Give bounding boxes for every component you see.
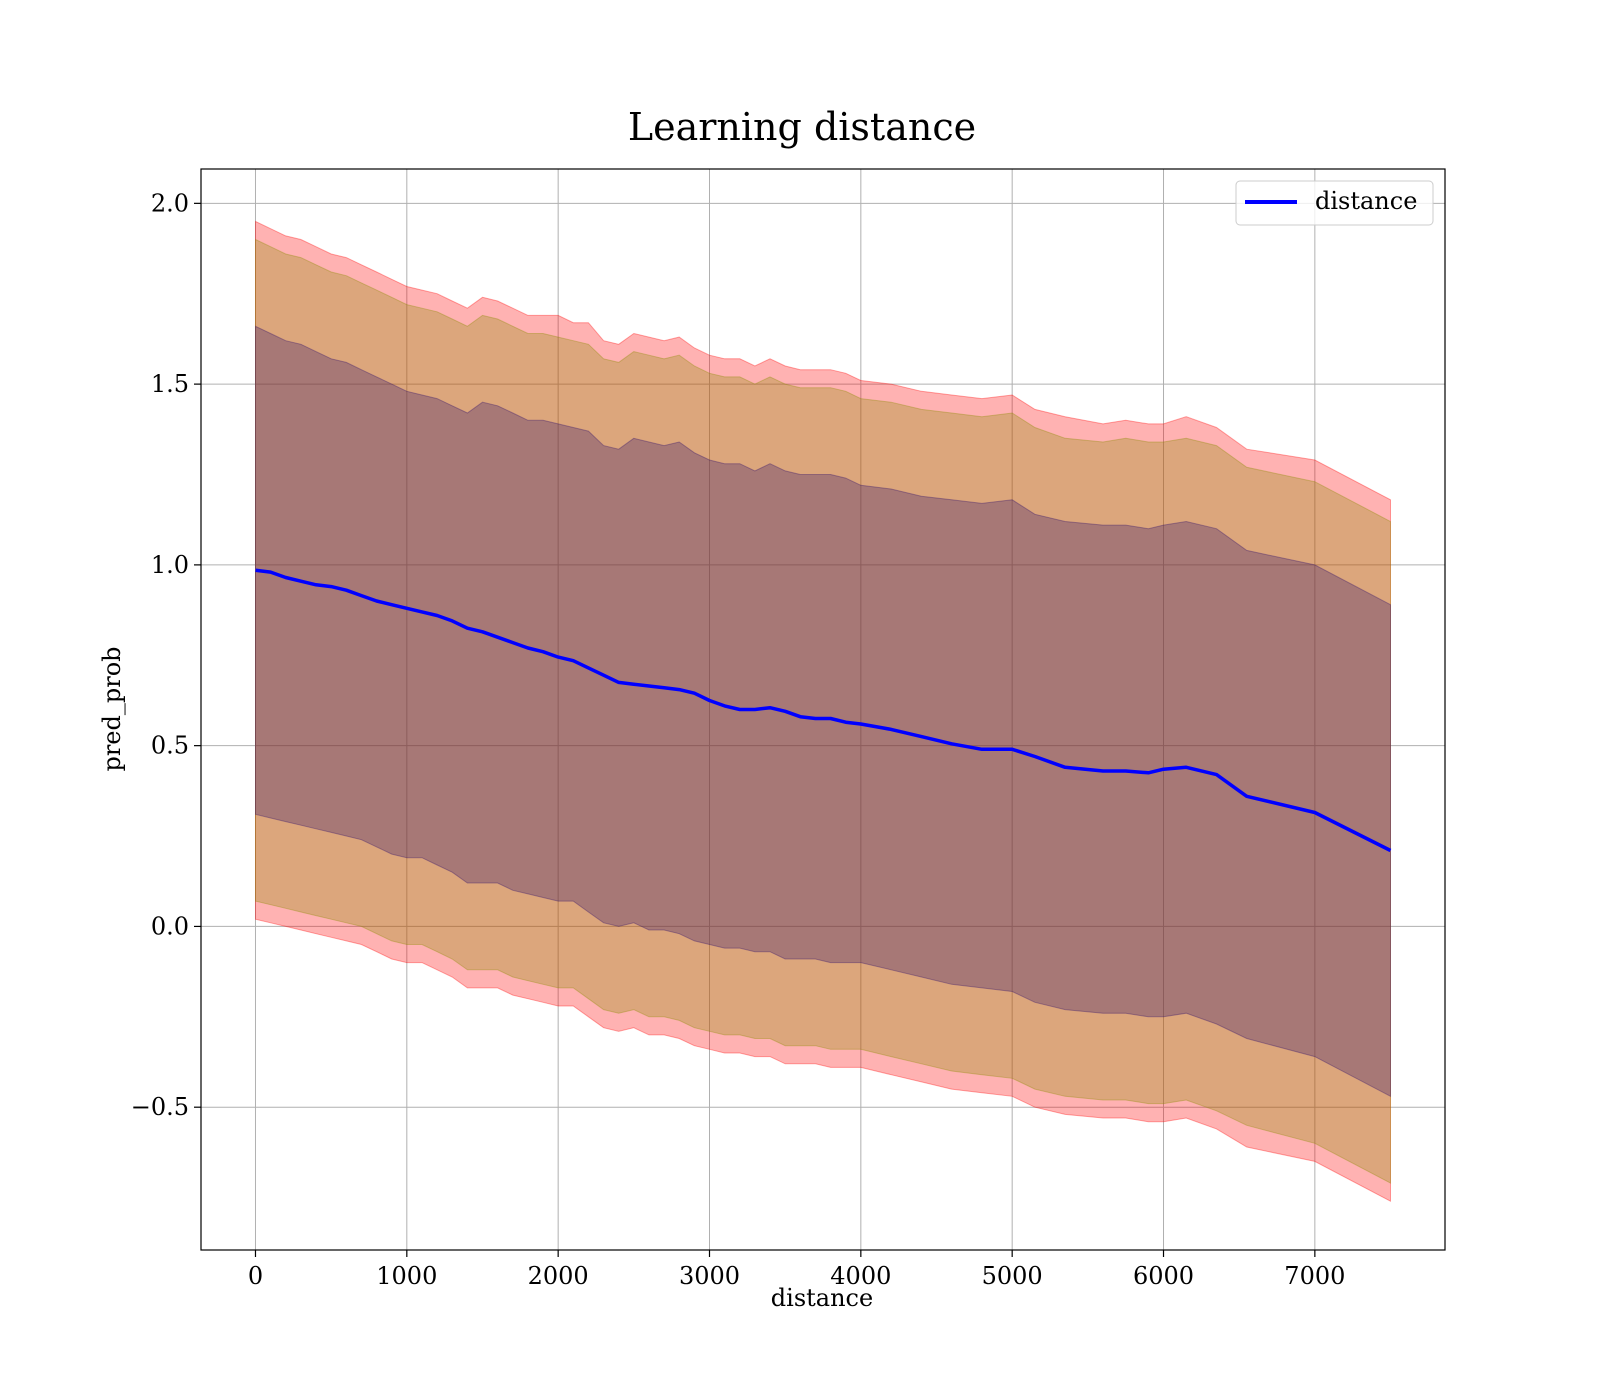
y-tick-label: 0.5: [151, 732, 189, 760]
x-tick-label: 1000: [376, 1262, 437, 1290]
plot-frame: [200, 168, 1446, 1251]
legend-box: [1235, 180, 1434, 226]
x-tick-label: 5000: [982, 1262, 1043, 1290]
band-inner: [255, 325, 1391, 1098]
chart-title: Learning distance: [628, 105, 976, 149]
x-tick-label: 0: [248, 1262, 263, 1290]
y-axis-label: pred_prob: [98, 646, 126, 771]
y-tick-label: 2.0: [151, 189, 189, 217]
y-tick-label: 0.0: [151, 912, 189, 940]
x-axis-label: distance: [771, 1284, 873, 1312]
series-line-distance: [255, 568, 1392, 853]
x-axis-ticks: 0 1000 2000 3000 4000 5000 6000 7000: [248, 1250, 1345, 1290]
x-tick-label: 7000: [1284, 1262, 1345, 1290]
y-axis-ticks: −0.5 0.0 0.5 1.0 1.5 2.0: [131, 189, 201, 1121]
series-lines: [255, 568, 1392, 853]
y-tick-label: −0.5: [131, 1093, 189, 1121]
y-tick-label: 1.5: [151, 370, 189, 398]
legend-label-distance: distance: [1315, 187, 1417, 215]
legend: distance: [1235, 180, 1434, 226]
confidence-bands: [255, 220, 1391, 1203]
band-outer: [255, 220, 1391, 1203]
x-tick-label: 2000: [528, 1262, 589, 1290]
y-tick-label: 1.0: [151, 551, 189, 579]
x-tick-label: 6000: [1133, 1262, 1194, 1290]
band-middle: [255, 238, 1391, 1184]
x-tick-label: 4000: [830, 1262, 891, 1290]
x-tick-label: 3000: [679, 1262, 740, 1290]
